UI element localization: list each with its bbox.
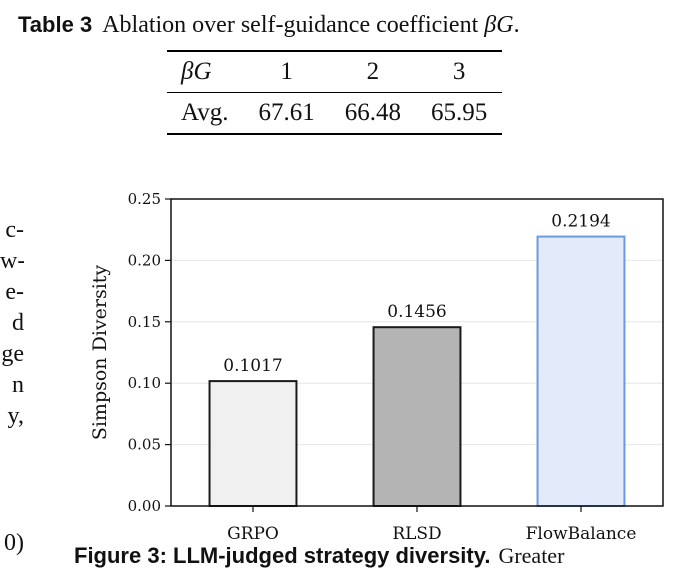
cropped-line: n bbox=[12, 372, 24, 398]
table-header-cell: βG bbox=[167, 50, 244, 93]
table-cell: 66.48 bbox=[329, 92, 416, 135]
table-caption: Table 3 Ablation over self-guidance coeff… bbox=[18, 12, 520, 39]
table-header-cell: 3 bbox=[415, 50, 503, 93]
table-cell: 65.95 bbox=[415, 92, 503, 135]
table-header-cell: 1 bbox=[243, 50, 330, 93]
table-cell: Avg. bbox=[167, 92, 244, 135]
table-header-cell: 2 bbox=[329, 50, 416, 93]
y-tick-label: 0.20 bbox=[128, 251, 161, 269]
table-label: Table 3 bbox=[18, 12, 93, 37]
cropped-line: e- bbox=[5, 279, 24, 305]
cropped-line: y, bbox=[7, 403, 24, 429]
x-tick-label: FlowBalance bbox=[526, 524, 637, 544]
cropped-line: w- bbox=[0, 248, 24, 274]
cropped-line: c- bbox=[5, 217, 24, 243]
table-header-row: βG 1 2 3 bbox=[167, 50, 503, 93]
y-axis: 0.00 0.05 0.10 0.15 0.20 0.25 bbox=[128, 190, 171, 515]
cropped-line-bottom: 0) bbox=[4, 530, 24, 556]
cropped-column-text: c- w- e- d ge n y, bbox=[0, 215, 24, 432]
bar-value-label: 0.2194 bbox=[551, 212, 610, 232]
plot-frame bbox=[170, 198, 664, 507]
figure-label: Figure 3 bbox=[74, 543, 160, 568]
figure-caption: Figure 3: LLM-judged strategy diversity.… bbox=[74, 543, 565, 568]
y-tick-label: 0.10 bbox=[128, 374, 161, 392]
bar-grpo bbox=[208, 380, 298, 507]
x-tick-label: GRPO bbox=[227, 524, 279, 544]
table-caption-end: . bbox=[513, 12, 520, 38]
bar-value-label: 0.1456 bbox=[387, 302, 446, 322]
bars: 0.1017 0.1456 0.2194 bbox=[208, 212, 626, 507]
bar-value-label: 0.1017 bbox=[223, 356, 282, 376]
x-axis: GRPO RLSD FlowBalance bbox=[227, 506, 636, 544]
y-tick-label: 0.15 bbox=[128, 313, 161, 331]
figure-title: LLM-judged strategy diversity. bbox=[173, 543, 491, 568]
figure-caption-text: Greater bbox=[498, 543, 565, 568]
ablation-table: βG 1 2 3 Avg. 67.61 66.48 65.95 bbox=[167, 50, 503, 135]
table-row: Avg. 67.61 66.48 65.95 bbox=[167, 92, 503, 135]
y-axis-label: Simpson Diversity bbox=[89, 265, 111, 441]
y-tick-label: 0.00 bbox=[128, 497, 161, 515]
y-tick-label: 0.05 bbox=[128, 436, 161, 454]
cropped-line: d bbox=[12, 310, 24, 336]
x-tick-label: RLSD bbox=[392, 524, 441, 544]
table-caption-text: Ablation over self-guidance coefficient bbox=[102, 12, 485, 38]
table-caption-symbol: βG bbox=[484, 12, 514, 38]
bar-rlsd bbox=[372, 326, 462, 507]
cropped-line: ge bbox=[1, 341, 24, 367]
table-cell: 67.61 bbox=[243, 92, 330, 135]
bar-flowbalance bbox=[536, 235, 626, 507]
y-tick-label: 0.25 bbox=[128, 190, 161, 208]
